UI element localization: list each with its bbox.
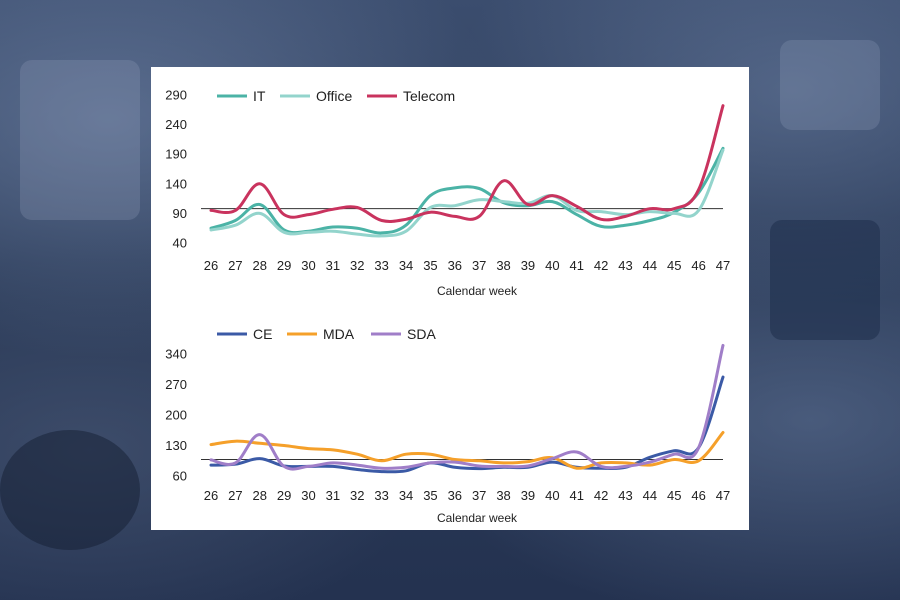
x-tick-label: 41 bbox=[569, 258, 583, 273]
x-tick-label: 28 bbox=[253, 488, 267, 503]
x-tick-label: 38 bbox=[496, 488, 510, 503]
x-tick-label: 46 bbox=[691, 488, 705, 503]
x-tick-label: 28 bbox=[253, 258, 267, 273]
x-tick-label: 35 bbox=[423, 258, 437, 273]
x-tick-label: 47 bbox=[716, 488, 730, 503]
x-tick-label: 45 bbox=[667, 258, 681, 273]
background-shape bbox=[780, 40, 880, 130]
x-tick-label: 39 bbox=[521, 488, 535, 503]
legend-label-office: Office bbox=[316, 88, 353, 104]
y-tick-label: 240 bbox=[165, 117, 187, 132]
y-tick-label: 340 bbox=[165, 347, 187, 362]
x-tick-label: 44 bbox=[643, 488, 657, 503]
x-tick-label: 41 bbox=[569, 488, 583, 503]
x-tick-label: 36 bbox=[448, 258, 462, 273]
series-line-telecom bbox=[209, 104, 725, 223]
series-line-ce bbox=[209, 375, 725, 474]
x-tick-label: 34 bbox=[399, 258, 413, 273]
series-line-office bbox=[209, 148, 725, 238]
x-tick-label: 45 bbox=[667, 488, 681, 503]
y-tick-label: 290 bbox=[165, 88, 187, 103]
x-tick-label: 26 bbox=[204, 258, 218, 273]
x-tick-label: 31 bbox=[326, 258, 340, 273]
x-tick-label: 42 bbox=[594, 488, 608, 503]
legend-label-ce: CE bbox=[253, 326, 272, 342]
legend-label-sda: SDA bbox=[407, 326, 436, 342]
legend-label-it: IT bbox=[253, 88, 266, 104]
y-tick-label: 130 bbox=[165, 438, 187, 453]
x-tick-label: 33 bbox=[374, 258, 388, 273]
x-tick-label: 30 bbox=[301, 258, 315, 273]
x-tick-label: 27 bbox=[228, 258, 242, 273]
x-tick-label: 43 bbox=[618, 258, 632, 273]
x-tick-label: 42 bbox=[594, 258, 608, 273]
legend-label-telecom: Telecom bbox=[403, 88, 455, 104]
y-tick-label: 140 bbox=[165, 176, 187, 191]
x-tick-label: 46 bbox=[691, 258, 705, 273]
x-tick-label: 30 bbox=[301, 488, 315, 503]
x-tick-label: 29 bbox=[277, 488, 291, 503]
y-tick-label: 60 bbox=[173, 469, 187, 484]
y-tick-label: 270 bbox=[165, 377, 187, 392]
y-tick-label: 190 bbox=[165, 147, 187, 162]
x-tick-label: 39 bbox=[521, 258, 535, 273]
x-axis-label: Calendar week bbox=[437, 284, 518, 298]
legend-label-mda: MDA bbox=[323, 326, 355, 342]
x-tick-label: 36 bbox=[448, 488, 462, 503]
x-tick-label: 40 bbox=[545, 258, 559, 273]
x-tick-label: 29 bbox=[277, 258, 291, 273]
x-tick-label: 43 bbox=[618, 488, 632, 503]
x-tick-label: 38 bbox=[496, 258, 510, 273]
x-tick-label: 40 bbox=[545, 488, 559, 503]
background-shape bbox=[20, 60, 140, 220]
series-line-sda bbox=[209, 343, 725, 471]
x-tick-label: 26 bbox=[204, 488, 218, 503]
x-tick-label: 33 bbox=[374, 488, 388, 503]
x-tick-label: 37 bbox=[472, 258, 486, 273]
x-tick-label: 44 bbox=[643, 258, 657, 273]
x-tick-label: 34 bbox=[399, 488, 413, 503]
x-tick-label: 35 bbox=[423, 488, 437, 503]
chart-card: 40 90 140 190 240 290 26 27 28 29 30 31 32 33 34 35 36 37… bbox=[151, 67, 749, 530]
x-tick-label: 32 bbox=[350, 488, 364, 503]
y-tick-label: 40 bbox=[173, 236, 187, 251]
charts-svg: 40 90 140 190 240 290 26 27 28 29 30 31 32 33 34 35 36 37… bbox=[165, 88, 730, 526]
y-tick-label: 200 bbox=[165, 408, 187, 423]
x-axis-label: Calendar week bbox=[437, 511, 518, 525]
x-tick-label: 47 bbox=[716, 258, 730, 273]
x-tick-label: 31 bbox=[326, 488, 340, 503]
x-tick-label: 37 bbox=[472, 488, 486, 503]
y-tick-label: 90 bbox=[173, 206, 187, 221]
background-shape bbox=[0, 430, 140, 550]
background-shape bbox=[770, 220, 880, 340]
x-tick-label: 27 bbox=[228, 488, 242, 503]
x-tick-label: 32 bbox=[350, 258, 364, 273]
